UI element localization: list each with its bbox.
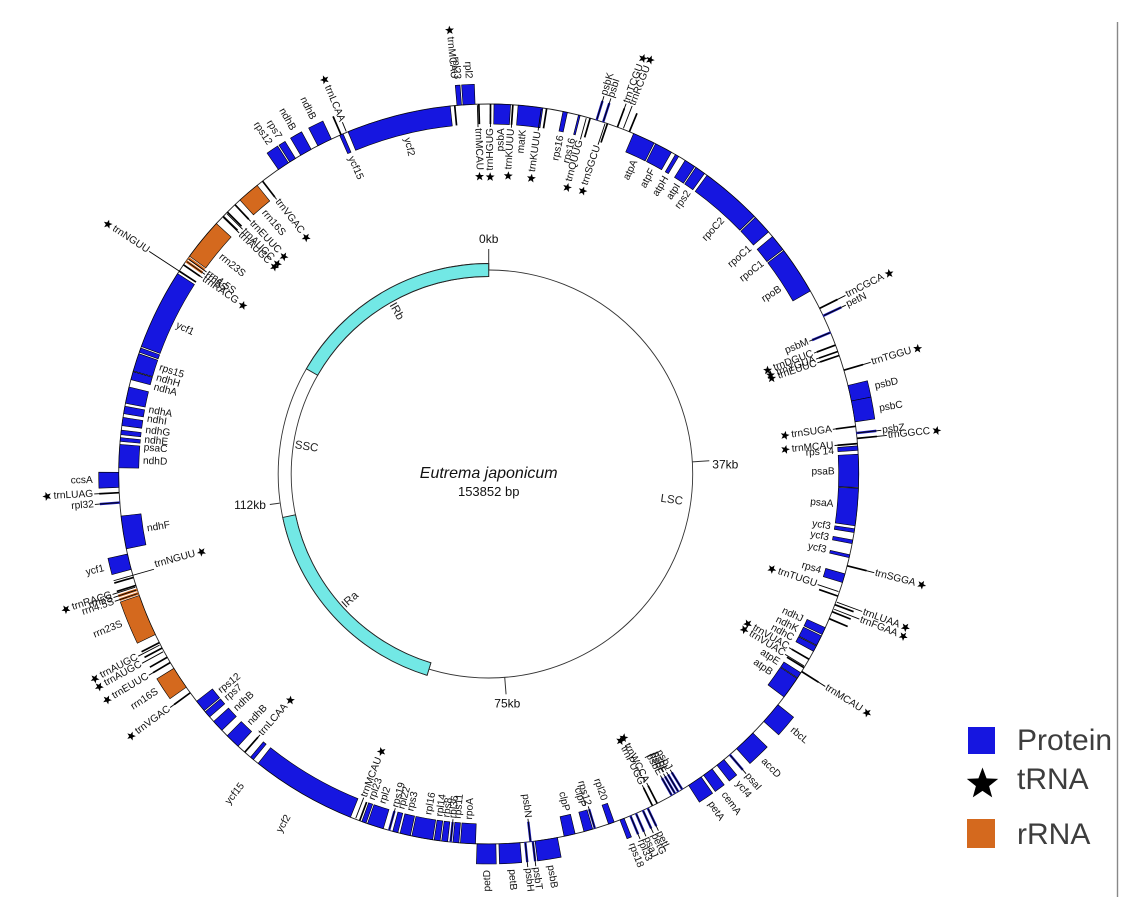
- svg-text:psbN: psbN: [519, 794, 533, 819]
- svg-text:trnMCAU: trnMCAU: [445, 36, 460, 79]
- svg-text:0kb: 0kb: [479, 232, 499, 246]
- svg-text:trnKUUU: trnKUUU: [503, 128, 517, 169]
- svg-text:trnMCAU: trnMCAU: [791, 440, 834, 454]
- svg-text:psbA: psbA: [495, 128, 507, 152]
- svg-text:112kb: 112kb: [234, 498, 266, 512]
- svg-text:ycf3: ycf3: [807, 541, 828, 556]
- svg-text:ndhG: ndhG: [145, 425, 171, 439]
- svg-text:Protein: Protein: [1017, 724, 1112, 757]
- svg-text:psaC: psaC: [143, 442, 168, 455]
- svg-text:75kb: 75kb: [494, 696, 520, 710]
- svg-text:ndhE: ndhE: [144, 435, 169, 448]
- svg-text:rpl36: rpl36: [448, 795, 461, 819]
- svg-text:ndhA: ndhA: [148, 405, 174, 420]
- svg-text:rps4: rps4: [800, 560, 822, 576]
- svg-text:153852 bp: 153852 bp: [458, 484, 519, 499]
- svg-text:rps 14: rps 14: [805, 446, 834, 459]
- svg-text:rps3: rps3: [405, 790, 420, 812]
- svg-text:psaB: psaB: [811, 466, 834, 477]
- svg-text:Eutrema japonicum: Eutrema japonicum: [420, 465, 558, 482]
- svg-text:petB: petB: [506, 869, 518, 891]
- svg-text:ycf2: ycf2: [401, 137, 416, 158]
- svg-text:tRNA: tRNA: [1017, 763, 1089, 796]
- svg-text:rpl14: rpl14: [435, 793, 449, 817]
- svg-text:psbH: psbH: [522, 868, 535, 893]
- svg-text:trnHGUG: trnHGUG: [485, 128, 496, 171]
- svg-text:clpP: clpP: [572, 787, 588, 809]
- svg-text:rRNA: rRNA: [1017, 818, 1090, 851]
- svg-text:psbC: psbC: [878, 399, 903, 414]
- svg-text:rps8: rps8: [442, 797, 455, 818]
- svg-text:matK: matK: [516, 129, 529, 154]
- svg-text:petD: petD: [482, 870, 493, 892]
- svg-text:trnGGCC: trnGGCC: [887, 426, 930, 441]
- svg-text:psbD: psbD: [874, 376, 900, 392]
- svg-text:ycf3: ycf3: [811, 519, 831, 533]
- svg-text:LSC: LSC: [660, 493, 684, 508]
- svg-text:rpl2: rpl2: [378, 785, 394, 805]
- svg-text:rpl32: rpl32: [71, 499, 95, 512]
- svg-text:ycf3: ycf3: [809, 529, 830, 543]
- svg-text:37kb: 37kb: [712, 458, 738, 472]
- svg-text:rpl2: rpl2: [462, 61, 474, 79]
- svg-text:psbZ: psbZ: [882, 422, 906, 435]
- svg-text:psbB: psbB: [545, 864, 560, 889]
- svg-text:rps16: rps16: [550, 134, 566, 162]
- svg-text:psaA: psaA: [810, 497, 834, 510]
- svg-text:trnMCAU: trnMCAU: [472, 128, 484, 170]
- svg-text:ndhF: ndhF: [146, 520, 171, 535]
- svg-text:trnSUGA: trnSUGA: [791, 424, 833, 440]
- svg-text:rpoA: rpoA: [464, 797, 476, 819]
- svg-text:trnLUAG: trnLUAG: [53, 489, 93, 502]
- svg-text:psbT: psbT: [530, 867, 544, 891]
- svg-text:rpl16: rpl16: [423, 791, 438, 816]
- svg-text:rpl23: rpl23: [450, 56, 463, 80]
- svg-text:ndhD: ndhD: [143, 456, 168, 468]
- svg-text:SSC: SSC: [294, 439, 319, 454]
- svg-text:clpP: clpP: [556, 791, 571, 813]
- svg-text:rps11: rps11: [453, 793, 466, 819]
- svg-text:ycf1: ycf1: [85, 563, 106, 578]
- svg-text:ndhI: ndhI: [146, 414, 167, 428]
- svg-text:ccsA: ccsA: [71, 475, 93, 486]
